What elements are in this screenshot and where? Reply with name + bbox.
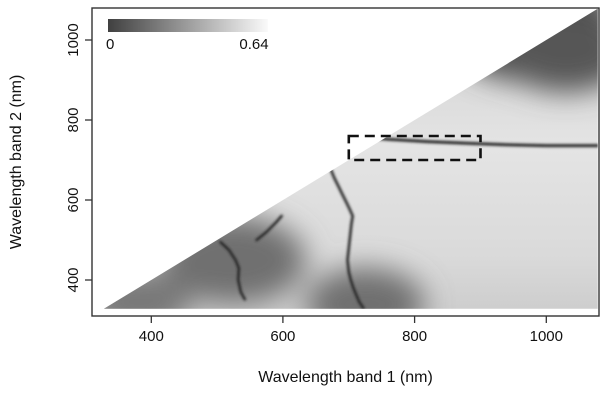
dark-ridge-line (219, 240, 241, 270)
x-tick-label: 1000 (530, 328, 563, 345)
y-tick-label: 1000 (65, 23, 82, 56)
x-axis: 400 600 800 1000 (139, 316, 563, 345)
dark-ridge-line (255, 214, 283, 242)
y-axis-label: Wavelength band 2 (nm) (8, 75, 25, 250)
y-tick-label: 600 (65, 187, 82, 212)
y-tick-label: 800 (65, 107, 82, 132)
x-tick-label: 600 (270, 328, 295, 345)
dark-ridge-line (347, 134, 598, 148)
colorbar-max-label: 0.64 (239, 36, 268, 53)
dark-ridge-line (236, 266, 247, 301)
heatmap-base (103, 8, 598, 309)
colorbar-legend: 0 0.64 (106, 19, 269, 53)
heatmap-surface (103, 8, 598, 309)
colorbar-min-label: 0 (106, 36, 114, 53)
x-axis-label: Wavelength band 1 (nm) (258, 369, 433, 386)
highlight-box (347, 134, 482, 162)
dark-region (306, 268, 425, 309)
y-axis: 400 600 800 1000 (65, 23, 92, 293)
y-tick-label: 400 (65, 267, 82, 292)
dark-region (103, 270, 191, 309)
colorbar-gradient (108, 19, 268, 32)
plot-frame (91, 7, 600, 317)
x-tick-label: 400 (139, 328, 164, 345)
dark-ridge-line (329, 168, 365, 309)
x-tick-label: 800 (402, 328, 427, 345)
